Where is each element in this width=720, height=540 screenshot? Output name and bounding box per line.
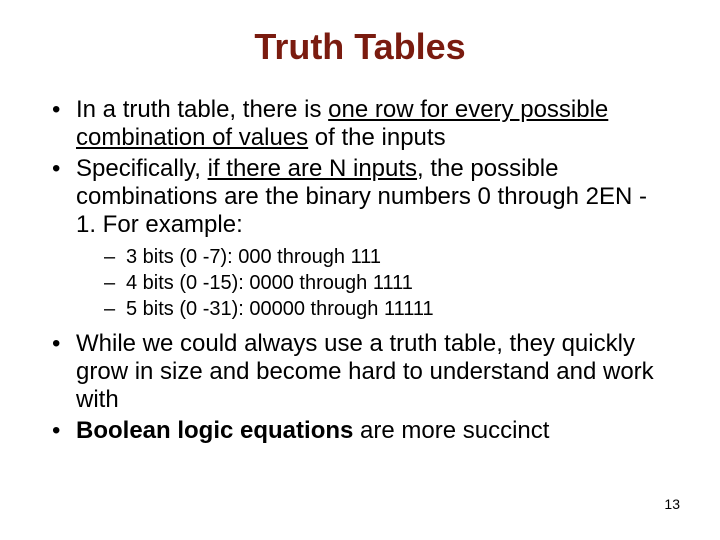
- slide: Truth Tables In a truth table, there is …: [0, 0, 720, 540]
- sub-bullet-item: 3 bits (0 -7): 000 through 111: [104, 244, 672, 270]
- bullet-text-post: of the inputs: [308, 124, 445, 151]
- bullet-text-bold: Boolean logic equations: [76, 417, 353, 444]
- bullet-item: While we could always use a truth table,…: [48, 330, 672, 415]
- bullet-item: Specifically, if there are N inputs, the…: [48, 155, 672, 322]
- bullet-item: In a truth table, there is one row for e…: [48, 96, 672, 153]
- bullet-text-underline: if there are N inputs: [208, 155, 417, 182]
- slide-title: Truth Tables: [48, 26, 672, 68]
- bullet-text-pre: Specifically,: [76, 155, 208, 182]
- sub-bullet-item: 5 bits (0 -31): 00000 through 11111: [104, 296, 672, 322]
- page-number: 13: [664, 496, 680, 512]
- bullet-text: While we could always use a truth table,…: [76, 330, 654, 414]
- bullet-list: In a truth table, there is one row for e…: [48, 96, 672, 445]
- sub-bullet-list: 3 bits (0 -7): 000 through 111 4 bits (0…: [76, 244, 672, 322]
- bullet-item: Boolean logic equations are more succinc…: [48, 417, 672, 445]
- bullet-text-post: are more succinct: [353, 417, 549, 444]
- bullet-text-pre: In a truth table, there is: [76, 96, 328, 123]
- sub-bullet-item: 4 bits (0 -15): 0000 through 1111: [104, 270, 672, 296]
